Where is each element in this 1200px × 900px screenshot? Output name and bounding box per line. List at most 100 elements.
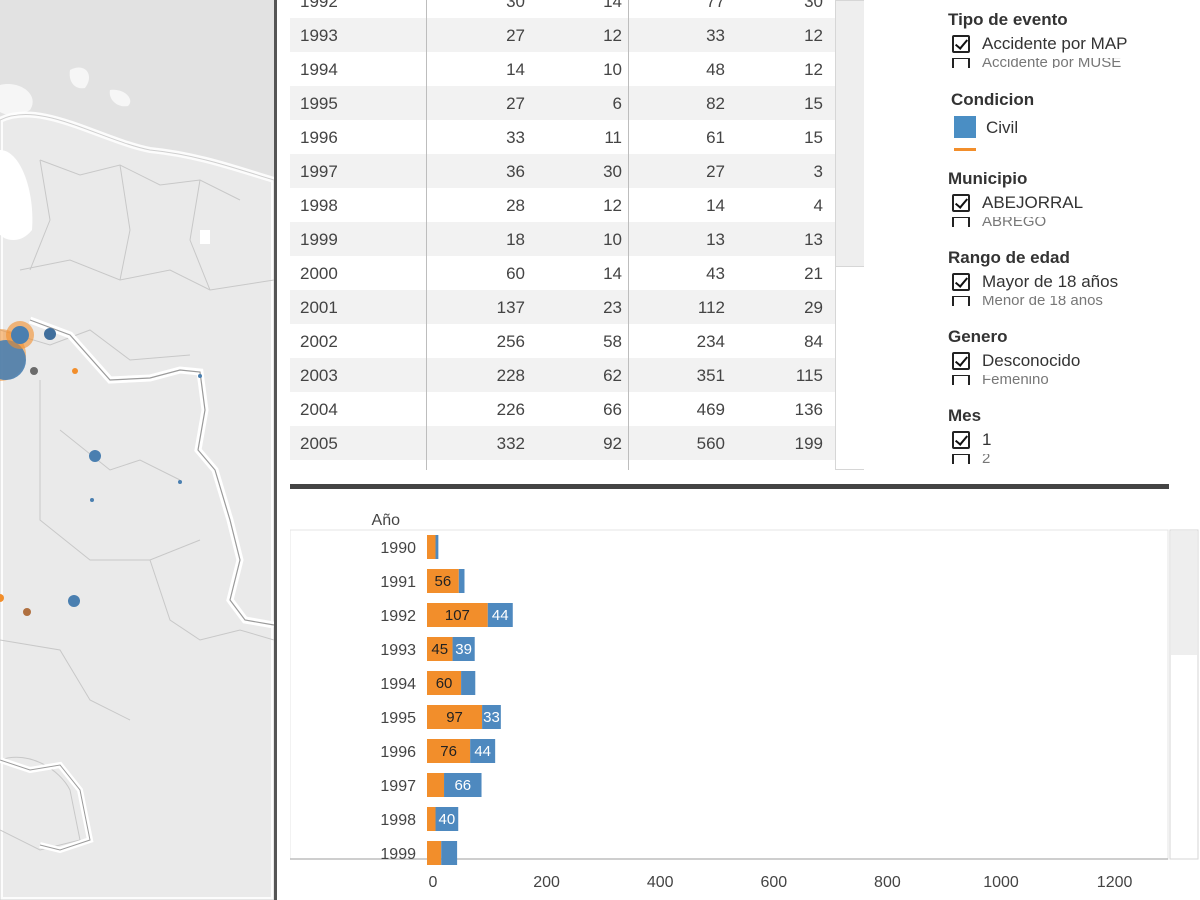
cell-value: 199: [794, 434, 823, 453]
y-tick-label: 1996: [380, 744, 416, 761]
table-row[interactable]: 2004 226 66 469 136: [290, 392, 835, 426]
bar-segment: [427, 773, 445, 797]
cell-year: 1998: [300, 196, 338, 215]
cell-value: 136: [794, 400, 823, 419]
cell-value: 469: [696, 400, 725, 419]
cell-value: 4: [813, 196, 823, 215]
filter-mes: Mes 1 2: [948, 406, 1198, 464]
checkbox-checked-icon[interactable]: [952, 58, 970, 68]
checkbox-checked-icon[interactable]: [952, 454, 970, 464]
checkbox-checked-icon[interactable]: [952, 35, 970, 53]
data-label: 45: [431, 641, 448, 658]
filter-condicion: Condicion Civil: [948, 90, 1198, 151]
cell-value: 234: [696, 332, 725, 351]
cell-value: 15: [804, 94, 823, 113]
cell-value: 228: [496, 366, 525, 385]
table-row[interactable]: 1997 36 30 27 3: [290, 154, 835, 188]
x-tick-label: 400: [647, 874, 674, 891]
map-view[interactable]: [0, 0, 274, 900]
table-scrollbar-thumb[interactable]: [836, 1, 864, 267]
table-row[interactable]: 1998 28 12 14 4: [290, 188, 835, 222]
cell-value: 115: [795, 366, 823, 385]
bar-segment: [444, 773, 482, 797]
cell-year: 1997: [300, 162, 338, 181]
cell-value: 43: [706, 264, 725, 283]
checkbox-checked-icon[interactable]: [952, 352, 970, 370]
pane-divider-vertical[interactable]: [274, 0, 277, 900]
cell-year: 2005: [300, 434, 338, 453]
table-row[interactable]: 2003 228 62 351 115: [290, 358, 835, 392]
filter-municipio: Municipio ABEJORRAL ÁBREGO: [948, 169, 1198, 227]
cell-value: 10: [603, 230, 622, 249]
cell-year: 2002: [300, 332, 338, 351]
filter-option-clipped[interactable]: 2: [948, 454, 1198, 464]
cell-year: 1992: [300, 0, 338, 11]
cell-value: 13: [804, 230, 823, 249]
table-row[interactable]: 1993 27 12 33 12: [290, 18, 835, 52]
table-row[interactable]: 1995 27 6 82 15: [290, 86, 835, 120]
table-row[interactable]: 1999 18 10 13 13: [290, 222, 835, 256]
table-row[interactable]: 2001 137 23 112 29: [290, 290, 835, 324]
data-label: 60: [436, 675, 453, 692]
filter-option-clipped[interactable]: Menor de 18 años: [948, 296, 1198, 306]
filter-title: Municipio: [948, 169, 1028, 188]
bar-segment: [435, 535, 439, 559]
checkbox-checked-icon[interactable]: [952, 194, 970, 212]
plot-area: [290, 529, 1169, 860]
filter-option-clipped[interactable]: Femenino: [948, 375, 1198, 385]
table-row[interactable]: 2006: [290, 460, 835, 470]
cell-value: 33: [506, 128, 525, 147]
data-label: 39: [455, 641, 472, 658]
bar-segment: [427, 705, 483, 729]
y-tick-label: 1992: [380, 608, 416, 625]
checkbox-checked-icon[interactable]: [952, 217, 970, 227]
pane-divider-horizontal[interactable]: [290, 484, 1169, 489]
bar-segment: [427, 841, 442, 865]
checkbox-checked-icon[interactable]: [952, 431, 970, 449]
x-tick-label: 600: [760, 874, 787, 891]
legend-item-civil[interactable]: Civil: [948, 116, 1198, 142]
checkbox-checked-icon[interactable]: [952, 296, 970, 306]
cell-value: 18: [506, 230, 525, 249]
bar-segment: [482, 705, 501, 729]
table-row[interactable]: 2002 256 58 234 84: [290, 324, 835, 358]
checkbox-checked-icon[interactable]: [952, 273, 970, 291]
table-row[interactable]: 2000 60 14 43 21: [290, 256, 835, 290]
table-row[interactable]: 2005 332 92 560 199: [290, 426, 835, 460]
filter-tipo-evento: Tipo de evento Accidente por MAP Acciden…: [948, 10, 1198, 68]
filter-option-clipped[interactable]: Accidente por MUSE: [948, 58, 1198, 68]
y-tick-label: 1993: [380, 642, 416, 659]
filters-panel: Tipo de evento Accidente por MAP Acciden…: [948, 0, 1200, 475]
map-canvas[interactable]: [0, 0, 274, 900]
filter-option[interactable]: Desconocido: [948, 349, 1198, 375]
cell-value: 82: [706, 94, 725, 113]
cell-value: 27: [706, 162, 725, 181]
data-label: 44: [474, 743, 491, 760]
cell-value: 14: [706, 196, 725, 215]
cell-value: 48: [706, 60, 725, 79]
legend-line-icon: [954, 148, 976, 151]
y-tick-label: 1998: [380, 812, 416, 829]
cell-year: 2003: [300, 366, 338, 385]
filter-option[interactable]: Accidente por MAP: [948, 32, 1198, 58]
cell-value: 351: [696, 366, 725, 385]
table-row[interactable]: 1992 30 14 77 30: [290, 0, 835, 18]
data-label: 66: [454, 777, 471, 794]
filter-option[interactable]: ABEJORRAL: [948, 191, 1198, 217]
filter-option[interactable]: Mayor de 18 años: [948, 270, 1198, 296]
bar-segment: [427, 603, 488, 627]
y-tick-label: 1990: [380, 540, 416, 557]
filter-title: Rango de edad: [948, 248, 1070, 267]
filter-option[interactable]: 1: [948, 428, 1198, 454]
table-row[interactable]: 1994 14 10 48 12: [290, 52, 835, 86]
table-row[interactable]: 1996 33 11 61 15: [290, 120, 835, 154]
checkbox-checked-icon[interactable]: [952, 375, 970, 385]
cell-year: 2006: [300, 468, 338, 470]
bar-segment: [458, 569, 465, 593]
filter-option-clipped[interactable]: ÁBREGO: [948, 217, 1198, 227]
table-scrollbar[interactable]: [835, 0, 864, 470]
cell-value: 30: [506, 0, 525, 11]
bar-segment: [427, 535, 436, 559]
cell-value: 112: [697, 298, 725, 317]
cell-value: 77: [706, 0, 725, 11]
